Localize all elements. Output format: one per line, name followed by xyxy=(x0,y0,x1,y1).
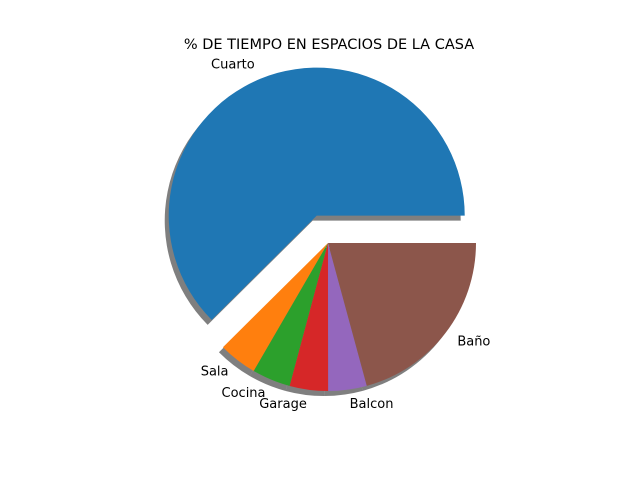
chart-title: % DE TIEMPO EN ESPACIOS DE LA CASA xyxy=(184,37,474,53)
pie-slices xyxy=(168,67,476,391)
slice-label-cuarto: Cuarto xyxy=(211,58,255,73)
pie-slice-cocina xyxy=(253,243,328,386)
pie-slice-balcon xyxy=(328,243,367,391)
pie-slice-garage xyxy=(289,243,329,391)
slice-label-sala: Sala xyxy=(201,364,229,379)
slice-label-balcon: Balcon xyxy=(350,397,394,412)
slice-label-bano: Baño xyxy=(457,334,490,349)
slice-label-cocina: Cocina xyxy=(222,386,266,401)
pie-slice-bano xyxy=(328,243,476,386)
slice-label-garage: Garage xyxy=(259,397,307,412)
pie-slice-cuarto xyxy=(168,67,465,320)
pie-slice-sala xyxy=(222,243,328,372)
